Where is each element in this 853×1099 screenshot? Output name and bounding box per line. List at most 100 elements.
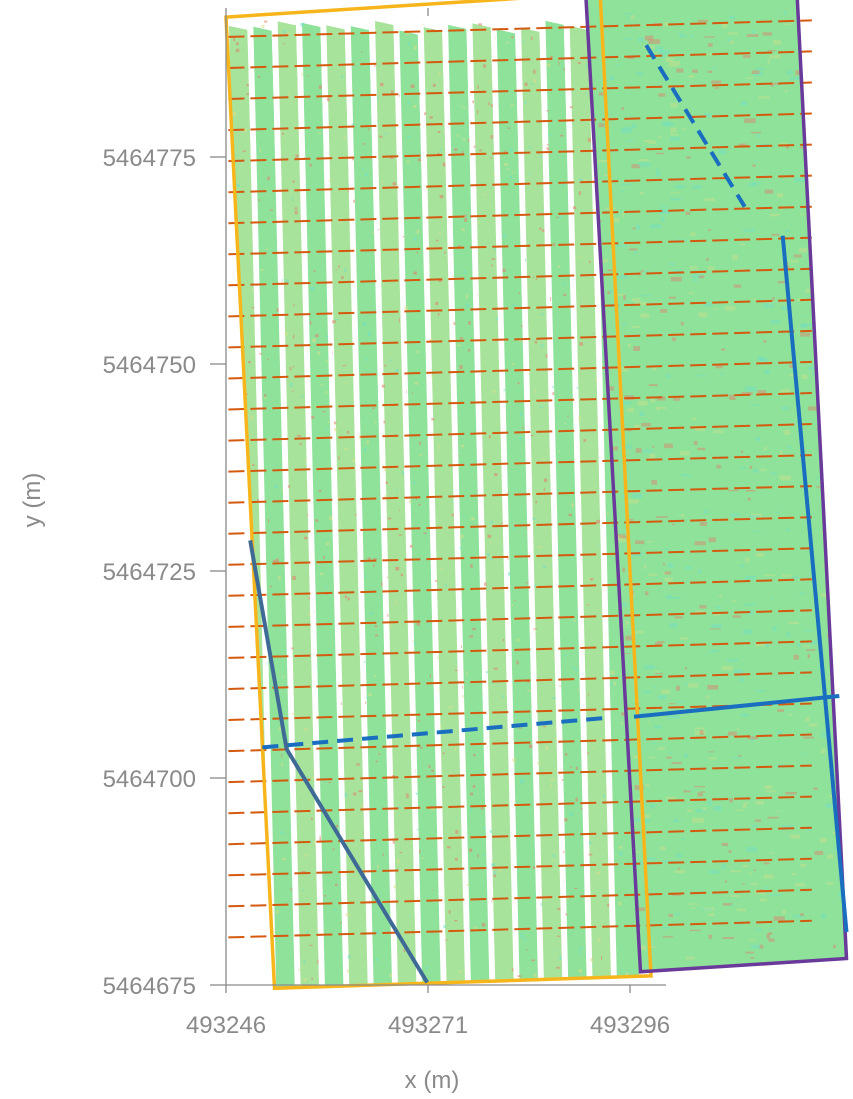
raster-patch [850, 102, 853, 106]
transect-line [228, 81, 812, 100]
raster-patch [721, 842, 729, 846]
raster-speckle [305, 459, 307, 463]
raster-patch [687, 903, 699, 905]
raster-patch [748, 939, 756, 942]
raster-speckle [418, 720, 421, 722]
raster-speckle [510, 104, 515, 106]
raster-patch [702, 807, 707, 811]
raster-speckle [461, 228, 465, 231]
transect-line [228, 50, 812, 69]
raster-speckle [469, 635, 474, 638]
raster-speckle [295, 154, 299, 158]
raster-speckle [491, 863, 496, 867]
raster-speckle [377, 228, 380, 231]
raster-speckle [587, 579, 591, 581]
raster-speckle [524, 101, 527, 104]
raster-patch [755, 642, 766, 647]
raster-speckle [509, 176, 513, 179]
raster-patch [811, 98, 821, 102]
raster-speckle [528, 173, 531, 176]
raster-speckle [282, 676, 284, 678]
raster-speckle [269, 209, 273, 211]
raster-speckle [588, 841, 592, 845]
raster-patch [703, 510, 709, 514]
raster-patch [770, 84, 774, 87]
raster-speckle [451, 501, 455, 503]
raster-patch [730, 870, 742, 873]
swath-gap [393, 17, 421, 986]
raster-speckle [542, 185, 544, 190]
raster-patch [724, 880, 727, 883]
raster-patch [634, 785, 644, 790]
raster-patch [664, 577, 673, 582]
raster-speckle [445, 939, 448, 941]
raster-patch [755, 800, 765, 805]
raster-speckle [553, 949, 556, 951]
raster-speckle [382, 467, 387, 472]
raster-speckle [511, 36, 514, 39]
raster-speckle [519, 436, 522, 441]
raster-patch [814, 285, 825, 288]
raster-patch [648, 39, 661, 44]
raster-speckle [490, 156, 492, 159]
raster-patch [658, 50, 671, 55]
raster-speckle [574, 887, 578, 890]
raster-patch [634, 424, 641, 429]
raster-patch [655, 168, 660, 171]
raster-speckle [487, 553, 490, 556]
raster-patch [739, 467, 747, 469]
raster-speckle [483, 64, 486, 68]
raster-speckle [289, 367, 292, 371]
raster-patch [767, 816, 779, 819]
raster-patch [745, 386, 756, 390]
raster-speckle [588, 693, 590, 696]
raster-patch [838, 687, 847, 691]
raster-patch [740, 102, 745, 106]
raster-speckle [275, 950, 277, 955]
raster-speckle [579, 342, 584, 346]
raster-patch [665, 796, 676, 800]
raster-patch [674, 870, 686, 874]
raster-patch [666, 756, 672, 759]
raster-speckle [268, 518, 269, 523]
raster-patch [671, 820, 683, 822]
raster-speckle [540, 344, 544, 348]
raster-speckle [454, 920, 458, 922]
raster-speckle [438, 445, 440, 449]
raster-swath [350, 26, 397, 989]
raster-patch [644, 857, 656, 861]
raster-speckle [244, 819, 246, 822]
raster-patch [638, 159, 650, 162]
raster-patch [645, 591, 649, 596]
raster-speckle [506, 168, 509, 170]
transect-line [228, 826, 812, 846]
raster-speckle [379, 135, 383, 138]
raster-speckle [439, 195, 444, 199]
raster-speckle [284, 332, 288, 336]
raster-speckle [550, 392, 555, 396]
raster-speckle [292, 575, 296, 580]
raster-speckle [463, 107, 466, 109]
raster-patch [695, 427, 706, 432]
transect-line [228, 671, 812, 690]
raster-patch [734, 809, 746, 811]
raster-speckle [581, 974, 583, 976]
transect-line [228, 329, 812, 349]
raster-patch [801, 374, 808, 379]
raster-speckle [328, 782, 331, 784]
raster-patch [700, 522, 707, 527]
raster-patch [671, 597, 681, 599]
raster-speckle [244, 961, 247, 963]
raster-speckle [236, 42, 239, 46]
raster-speckle [578, 181, 580, 183]
raster-speckle [524, 82, 528, 86]
raster-speckle [527, 285, 529, 289]
raster-patch [722, 23, 728, 28]
raster-patch [763, 862, 770, 865]
raster-speckle [386, 576, 388, 578]
raster-patch [834, 644, 837, 646]
raster-patch [626, 518, 634, 521]
raster-patch [756, 690, 766, 692]
raster-speckle [303, 978, 307, 982]
raster-patch [693, 440, 698, 446]
